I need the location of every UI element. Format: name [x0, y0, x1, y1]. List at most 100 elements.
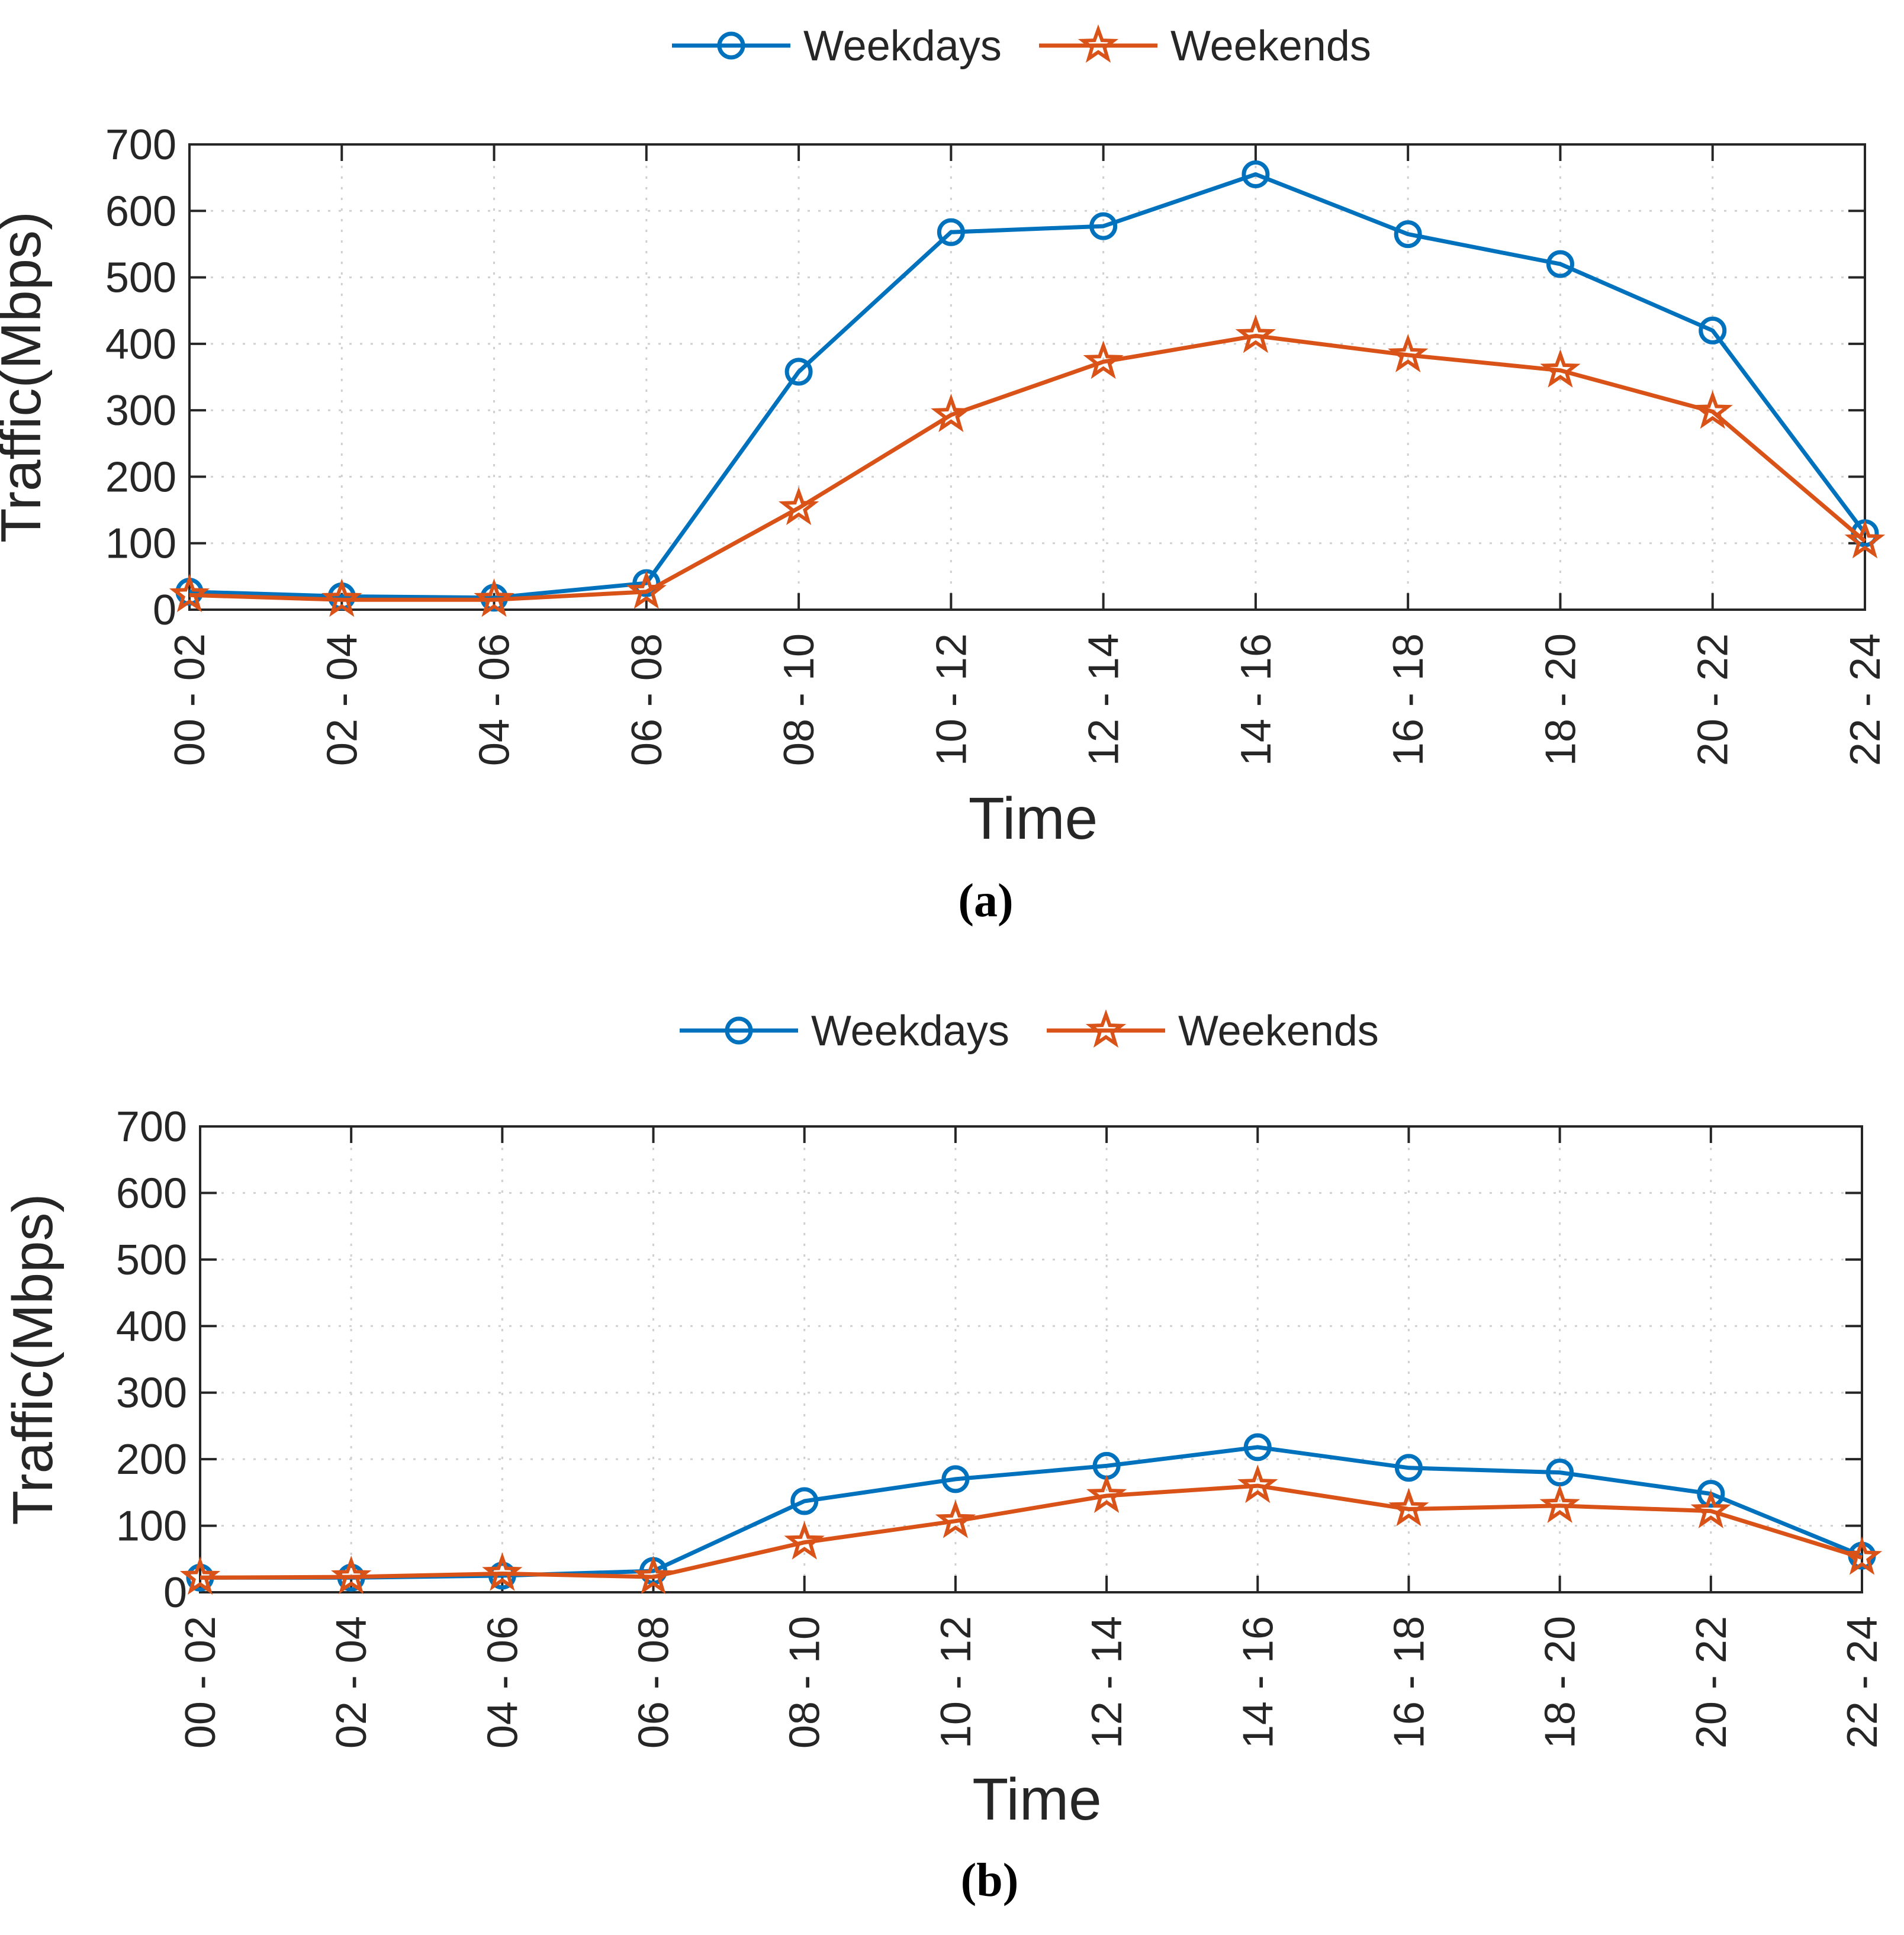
legend-item-weekends[interactable]: Weekends	[1039, 22, 1371, 70]
x-tick-label: 14 - 16	[1233, 633, 1280, 766]
legend: Weekdays Weekends	[672, 22, 1371, 70]
data-point-weekends	[784, 1521, 825, 1560]
x-tick-label: 10 - 12	[932, 1616, 980, 1749]
data-point-weekends	[1388, 333, 1429, 373]
data-point-weekends	[633, 1556, 674, 1595]
y-tick-label: 300	[105, 387, 176, 434]
y-tick-label: 100	[116, 1503, 187, 1550]
y-tick-label: 500	[116, 1237, 187, 1284]
x-tick-label: 06 - 08	[623, 633, 671, 766]
data-point-weekends	[1841, 1536, 1883, 1575]
data-point-weekdays	[1394, 220, 1422, 249]
legend-label: Weekends	[1170, 22, 1371, 70]
data-point-weekdays	[1699, 316, 1727, 344]
series-line-weekends	[189, 333, 1867, 602]
y-tick-label: 400	[116, 1303, 187, 1350]
y-tick-label: 200	[116, 1436, 187, 1483]
x-tick-label: 06 - 08	[631, 1616, 678, 1749]
panel-caption: (b)	[961, 1854, 1019, 1907]
legend-circle-marker	[717, 31, 745, 60]
x-tick-label: 16 - 18	[1385, 633, 1432, 766]
x-tick-label: 22 - 24	[1839, 1616, 1886, 1749]
x-tick-label: 20 - 22	[1688, 1616, 1735, 1749]
data-point-weekends	[169, 574, 210, 613]
data-point-weekdays	[1089, 212, 1118, 240]
x-tick-label: 12 - 14	[1083, 1616, 1131, 1749]
legend-star-marker	[1085, 1009, 1127, 1048]
y-tick-label: 300	[116, 1370, 187, 1417]
y-tick-label: 600	[105, 188, 176, 235]
data-point-weekdays	[937, 218, 965, 246]
legend-label: Weekdays	[803, 22, 1002, 70]
data-point-weekdays	[1394, 1454, 1423, 1482]
y-tick-label: 0	[163, 1569, 187, 1617]
x-axis-title: Time	[969, 785, 1098, 852]
data-point-weekends	[331, 1556, 372, 1595]
legend-label: Weekends	[1178, 1007, 1379, 1055]
legend-star-marker	[1078, 24, 1119, 63]
x-tick-label: 08 - 10	[776, 633, 823, 766]
series-weekends	[179, 1464, 1883, 1595]
grid-lines	[200, 1126, 1862, 1592]
data-point-weekdays	[1243, 1433, 1272, 1461]
x-tick-label: 02 - 04	[328, 1616, 375, 1749]
data-point-weekends	[1083, 340, 1124, 379]
y-axis-title: Traffic(Mbps)	[0, 211, 53, 543]
data-point-weekdays	[1546, 1459, 1574, 1487]
data-point-weekdays	[784, 358, 813, 386]
x-tick-label: 00 - 02	[177, 1616, 224, 1749]
x-tick-label: 16 - 18	[1385, 1616, 1433, 1749]
y-tick-label: 0	[153, 587, 176, 634]
x-tick-label: 22 - 24	[1842, 633, 1889, 766]
x-axis: 00 - 02 02 - 04 04 - 06 06 - 08 08 - 10 10 - …	[177, 1126, 1886, 1749]
legend-item-weekdays[interactable]: Weekdays	[680, 1007, 1009, 1055]
x-axis: 00 - 02 02 - 04 04 - 06 06 - 08 08 - 10 10 - …	[166, 144, 1889, 766]
chart-b: 0 100 200 300 400 500 600 700 00 - 02 02 - 04 04 -…	[1, 1007, 1886, 1907]
y-tick-label: 700	[105, 121, 176, 169]
legend-circle-marker	[725, 1016, 753, 1045]
y-tick-label: 700	[116, 1103, 187, 1151]
data-point-weekends	[1844, 520, 1886, 559]
data-point-weekends	[931, 394, 972, 433]
data-point-weekdays	[941, 1465, 970, 1493]
data-point-weekends	[1539, 1484, 1580, 1523]
plot-area-frame	[188, 143, 1866, 611]
data-point-weekdays	[1546, 250, 1574, 278]
data-point-weekends	[1388, 1488, 1429, 1527]
series-weekends	[169, 314, 1886, 617]
legend-label: Weekdays	[811, 1007, 1009, 1055]
legend-item-weekdays[interactable]: Weekdays	[672, 22, 1002, 70]
series-line-weekdays	[189, 172, 1867, 600]
grid-lines	[189, 144, 1865, 610]
data-point-weekends	[321, 578, 362, 617]
data-point-weekdays	[790, 1487, 819, 1515]
y-axis-title: Traffic(Mbps)	[1, 1193, 65, 1525]
y-tick-label: 600	[116, 1170, 187, 1217]
x-tick-label: 08 - 10	[781, 1616, 829, 1749]
y-axis: 0 100 200 300 400 500 600 700	[116, 1103, 1862, 1617]
chart-a: 0 100 200 300 400 500 600 700 00 - 02 02 - 04 04 -…	[0, 22, 1889, 927]
x-axis-title: Time	[972, 1766, 1102, 1833]
x-tick-label: 12 - 14	[1080, 633, 1128, 766]
data-point-weekends	[935, 1499, 976, 1538]
data-point-weekends	[179, 1556, 221, 1595]
data-point-weekends	[1086, 1474, 1127, 1513]
x-tick-label: 14 - 16	[1234, 1616, 1282, 1749]
x-tick-label: 20 - 22	[1690, 633, 1737, 766]
legend: Weekdays Weekends	[680, 1007, 1379, 1055]
data-point-weekends	[1692, 390, 1733, 429]
data-point-weekdays	[1242, 160, 1270, 189]
data-point-weekends	[1690, 1489, 1731, 1528]
series-weekdays	[186, 1433, 1876, 1592]
legend-item-weekends[interactable]: Weekends	[1047, 1007, 1379, 1055]
x-tick-label: 04 - 06	[471, 633, 519, 766]
y-tick-label: 200	[105, 453, 176, 501]
x-tick-label: 04 - 06	[479, 1616, 526, 1749]
data-point-weekends	[474, 578, 514, 617]
y-tick-label: 100	[105, 520, 176, 568]
data-point-weekends	[1235, 314, 1276, 353]
data-point-weekends	[1540, 349, 1581, 388]
y-axis: 0 100 200 300 400 500 600 700	[105, 121, 1865, 634]
y-tick-label: 400	[105, 321, 176, 368]
